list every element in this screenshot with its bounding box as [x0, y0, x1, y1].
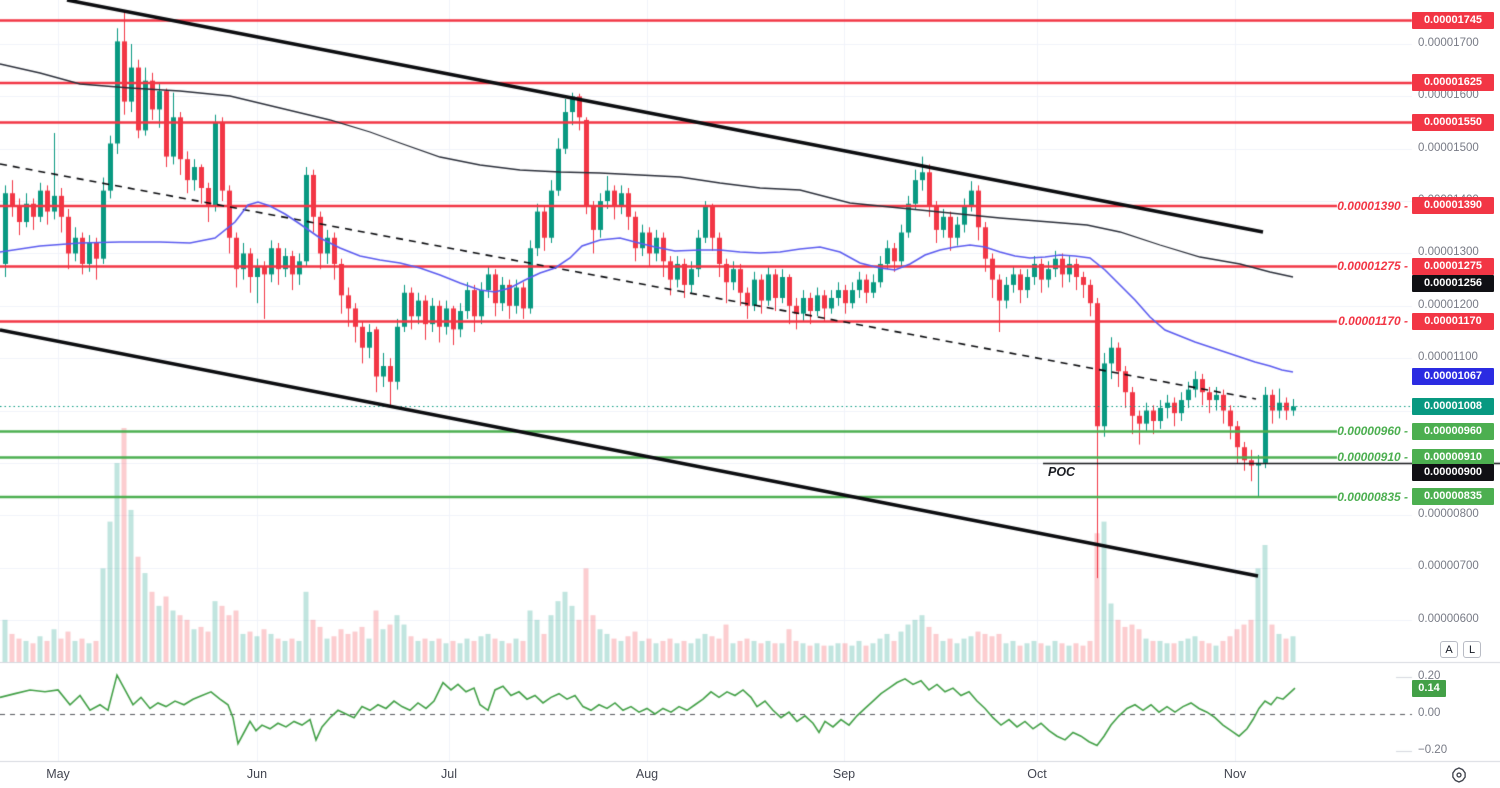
month-tick: Jul [441, 767, 457, 781]
resistance-line-label[interactable]: 0.00001170 - [1338, 314, 1408, 328]
month-tick: Aug [635, 767, 659, 781]
month-tick: Oct [1027, 767, 1047, 781]
price-tick: 0.00001600 [1418, 89, 1479, 101]
price-tick: 0.00001700 [1418, 37, 1479, 49]
resistance-line-label[interactable]: 0.00001275 - [1337, 259, 1408, 273]
price-badge-support: 0.00000910 [1412, 449, 1494, 466]
price-badge-support: 0.00000960 [1412, 423, 1494, 440]
month-tick: Sep [832, 767, 856, 781]
month-tick: Jun [246, 767, 268, 781]
support-line-label[interactable]: 0.00000960 - [1337, 424, 1408, 438]
price-tick: 0.00000700 [1418, 560, 1479, 572]
support-line-label[interactable]: 0.00000910 - [1337, 450, 1408, 464]
price-tick: 0.00000800 [1418, 508, 1479, 520]
indicator-tick: 0.20 [1418, 670, 1441, 682]
price-badge-last-price: 0.00001008 [1412, 398, 1494, 415]
support-line-label[interactable]: 0.00000835 - [1337, 490, 1408, 504]
price-tick: 0.00000600 [1418, 613, 1479, 625]
month-tick: May [46, 767, 70, 781]
price-badge-ma-long: 0.00001256 [1412, 275, 1494, 292]
month-tick: Nov [1223, 767, 1247, 781]
price-badge-resistance: 0.00001625 [1412, 74, 1494, 91]
price-badge-resistance: 0.00001275 [1412, 258, 1494, 275]
resistance-line-label[interactable]: 0.00001390 - [1337, 199, 1408, 213]
log-scale-button[interactable]: L [1463, 641, 1481, 658]
settings-gear-icon[interactable] [1450, 766, 1468, 784]
indicator-tick: 0.00 [1418, 707, 1441, 719]
price-tick: 0.00001300 [1418, 246, 1479, 258]
price-tick: 0.00001200 [1418, 299, 1479, 311]
poc-line-label[interactable]: POC [1048, 465, 1076, 479]
price-badge-resistance: 0.00001745 [1412, 12, 1494, 29]
indicator-value-badge: 0.14 [1412, 680, 1446, 697]
price-badge-resistance: 0.00001390 [1412, 197, 1494, 214]
indicator-tick: −0.20 [1418, 744, 1448, 756]
price-badge-support: 0.00000835 [1412, 488, 1494, 505]
price-badge-poc: 0.00000900 [1412, 464, 1494, 481]
price-tick: 0.00001500 [1418, 142, 1479, 154]
price-badge-resistance: 0.00001550 [1412, 114, 1494, 131]
price-badge-ma-short: 0.00001067 [1412, 368, 1494, 385]
price-tick: 0.00001100 [1418, 351, 1478, 363]
price-badge-resistance: 0.00001170 [1412, 313, 1494, 330]
auto-scale-button[interactable]: A [1440, 641, 1458, 658]
